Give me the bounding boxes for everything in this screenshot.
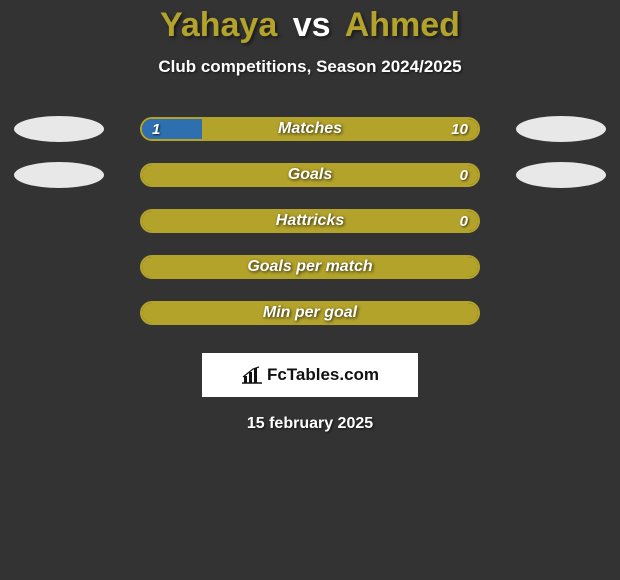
player2-marker <box>516 116 606 142</box>
stat-row: 0Goals <box>0 163 620 187</box>
player2-marker <box>516 162 606 188</box>
player1-segment: 1 <box>142 119 202 139</box>
comparison-title: Yahaya vs Ahmed <box>0 0 620 45</box>
logo-box: FcTables.com <box>202 353 418 397</box>
player1-value: 1 <box>152 121 160 138</box>
stat-rows: 110Matches0Goals0HattricksGoals per matc… <box>0 117 620 325</box>
player1-marker <box>14 162 104 188</box>
player2-name: Ahmed <box>345 6 460 44</box>
player2-segment: 0 <box>142 211 478 231</box>
player1-name: Yahaya <box>160 6 277 44</box>
stat-bar: 0 <box>140 163 480 187</box>
stat-row: 0Hattricks <box>0 209 620 233</box>
player2-segment <box>142 257 478 277</box>
player2-segment <box>142 303 478 323</box>
stat-bar: 0 <box>140 209 480 233</box>
player2-segment: 0 <box>142 165 478 185</box>
player1-marker <box>14 116 104 142</box>
player2-segment: 10 <box>202 119 478 139</box>
subtitle: Club competitions, Season 2024/2025 <box>0 57 620 77</box>
stat-row: Min per goal <box>0 301 620 325</box>
stat-row: Goals per match <box>0 255 620 279</box>
player2-value: 10 <box>451 121 468 138</box>
stat-bar <box>140 301 480 325</box>
logo-text: FcTables.com <box>267 365 379 385</box>
stat-bar <box>140 255 480 279</box>
chart-bar-icon <box>241 366 263 384</box>
player2-value: 0 <box>460 167 468 184</box>
stat-bar: 1 10 <box>140 117 480 141</box>
player2-value: 0 <box>460 213 468 230</box>
vs-text: vs <box>293 6 331 44</box>
stat-row: 110Matches <box>0 117 620 141</box>
date-text: 15 february 2025 <box>0 415 620 433</box>
